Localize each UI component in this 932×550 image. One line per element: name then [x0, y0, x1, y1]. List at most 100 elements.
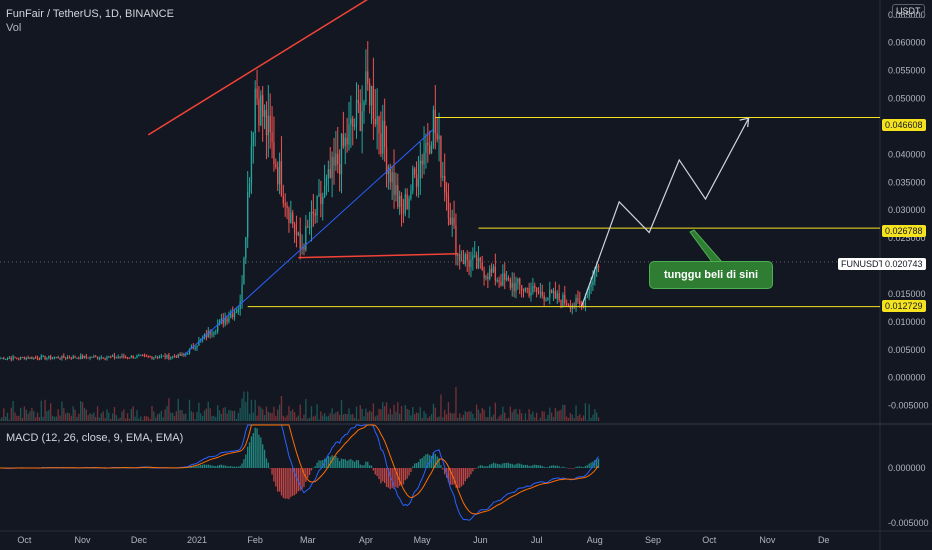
macd-histogram-bar — [248, 442, 251, 468]
volume-bar — [292, 409, 294, 421]
candle-body — [156, 357, 159, 359]
currency-badge[interactable]: USDT — [892, 4, 925, 18]
volume-bar — [434, 407, 436, 421]
volume-bar — [130, 408, 132, 421]
candle-body — [342, 133, 345, 147]
volume-bar — [51, 415, 54, 421]
candle-body — [410, 190, 412, 199]
macd-histogram-bar — [290, 468, 292, 498]
macd-histogram-bar — [556, 465, 558, 468]
candle-body — [262, 95, 264, 117]
candle-body — [258, 98, 260, 126]
volume-bar — [188, 399, 191, 421]
macd-histogram-bar — [438, 458, 440, 468]
candle-body — [539, 291, 542, 293]
candle-body — [537, 291, 540, 293]
candle-body — [25, 357, 27, 360]
candle-body — [235, 311, 238, 313]
volume-bar — [284, 417, 286, 421]
macd-histogram-bar — [359, 464, 361, 468]
candle-body — [389, 167, 391, 183]
candle-body — [350, 118, 352, 125]
macd-histogram-bar — [550, 465, 553, 468]
macd-histogram-bar — [126, 468, 129, 469]
macd-histogram-bar — [303, 468, 305, 488]
volume-bar — [280, 395, 283, 421]
candle-body — [280, 161, 283, 197]
macd-histogram-bar — [573, 468, 575, 469]
macd-histogram-bar — [252, 433, 254, 468]
volume-bar — [520, 413, 523, 421]
candle-body — [353, 124, 356, 127]
macd-histogram-bar — [235, 466, 238, 468]
macd-histogram-bar — [425, 454, 427, 468]
macd-histogram-bar — [310, 468, 313, 471]
macd-histogram-bar — [361, 465, 363, 468]
volume-bar — [203, 410, 206, 421]
candle-body — [552, 291, 555, 294]
macd-histogram-bar — [342, 459, 345, 468]
candle-body — [295, 232, 298, 235]
candle-body — [352, 118, 354, 127]
candle-body — [68, 357, 71, 359]
macd-histogram-bar — [492, 462, 495, 468]
volume-bar — [417, 413, 420, 421]
candle-body — [522, 290, 525, 292]
macd-histogram-bar — [151, 468, 153, 469]
macd-histogram-bar — [269, 468, 271, 469]
volume-bar — [507, 417, 510, 421]
candle-body — [408, 198, 410, 210]
volume-bar — [156, 414, 159, 421]
volume-bar — [408, 409, 410, 421]
macd-histogram-bar — [372, 468, 375, 471]
volume-bar — [247, 391, 249, 421]
volume-bar — [290, 410, 292, 421]
volume-bar — [483, 409, 485, 421]
volume-bar — [1, 417, 3, 421]
candle-body — [573, 305, 575, 307]
volume-bar — [132, 406, 134, 421]
candle-body — [267, 115, 269, 136]
candle-body — [494, 266, 497, 281]
volume-bar — [160, 410, 163, 421]
volume-bar — [528, 409, 530, 421]
macd-histogram-bar — [466, 468, 468, 479]
volume-bar — [333, 414, 335, 421]
candle-body — [162, 355, 164, 357]
macd-histogram-bar — [489, 464, 491, 468]
candle-body — [477, 257, 480, 268]
volume-bar — [128, 418, 131, 421]
macd-histogram-bar — [226, 466, 228, 468]
macd-histogram-bar — [280, 468, 283, 496]
candle-body — [263, 110, 266, 117]
volume-bar — [312, 416, 315, 421]
candle-body — [228, 317, 230, 322]
volume-bar — [175, 411, 178, 421]
candle-body — [33, 357, 35, 360]
macd-histogram-bar — [284, 468, 286, 499]
candle-body — [286, 205, 288, 209]
volume-bar — [383, 406, 386, 421]
time-tick-label: Jun — [473, 535, 488, 545]
candle-body — [100, 357, 102, 359]
volume-bar — [186, 420, 189, 421]
macd-histogram-bar — [331, 455, 333, 468]
candle-body — [80, 355, 82, 359]
macd-histogram-bar — [130, 467, 132, 469]
volume-bar — [494, 402, 497, 421]
candle-body — [59, 358, 61, 360]
candle-body — [151, 356, 153, 359]
candle-body — [417, 178, 420, 187]
candle-body — [530, 292, 532, 296]
candle-body — [504, 273, 506, 280]
candle-body — [119, 357, 121, 359]
volume-bar — [584, 403, 587, 421]
volume-bar — [98, 417, 101, 421]
candle-body — [547, 297, 549, 301]
volume-bar — [241, 398, 243, 421]
neckline — [298, 252, 458, 259]
candle-body — [110, 356, 112, 358]
volume-bar — [320, 411, 322, 421]
macd-histogram-bar — [552, 465, 555, 468]
